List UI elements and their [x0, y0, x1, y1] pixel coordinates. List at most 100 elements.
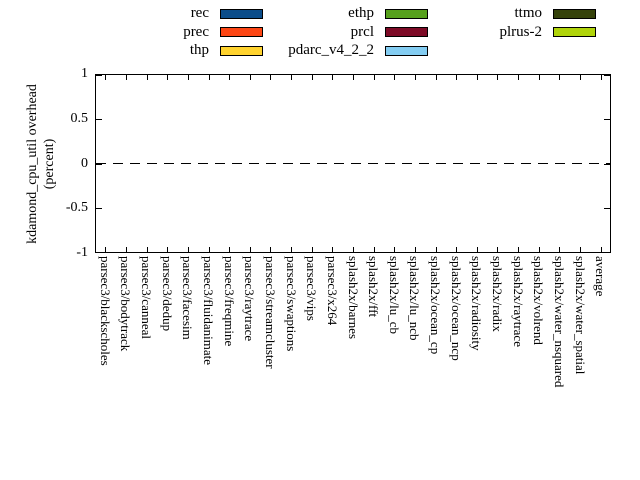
x-tick-mark	[373, 247, 375, 252]
x-tick-mark	[456, 75, 458, 80]
x-tick-mark	[187, 247, 189, 252]
x-tick-mark	[291, 247, 293, 252]
legend-entry-thp: thp	[129, 43, 263, 58]
x-tick-mark	[208, 75, 210, 80]
legend-swatch	[553, 8, 596, 19]
x-tick-mark	[146, 247, 148, 252]
x-tick-mark	[435, 75, 437, 80]
x-category-label: parsec3/canneal	[139, 256, 155, 340]
x-tick-mark	[538, 247, 540, 252]
x-category-label: parsec3/fluidanimate	[201, 256, 217, 366]
x-tick-mark	[249, 247, 251, 252]
x-tick-mark	[414, 75, 416, 80]
x-category-label: splash2x/ocean_ncp	[448, 256, 464, 361]
x-tick-mark	[600, 247, 602, 252]
x-tick-mark	[373, 75, 375, 80]
x-category-label: splash2x/barnes	[345, 256, 361, 340]
x-tick-mark	[518, 247, 520, 252]
x-tick-mark	[538, 75, 540, 80]
x-category-label: parsec3/swaptions	[283, 256, 299, 352]
x-tick-mark	[311, 247, 313, 252]
x-tick-mark	[311, 75, 313, 80]
legend-swatch	[220, 45, 263, 56]
legend-label: pdarc_v4_2_2	[288, 42, 374, 59]
x-category-label: parsec3/bodytrack	[118, 256, 134, 352]
x-category-label: parsec3/x264	[324, 256, 340, 326]
y-tick-label: 0.5	[70, 110, 89, 126]
x-tick-mark	[394, 247, 396, 252]
x-tick-mark	[414, 247, 416, 252]
legend-swatch	[385, 8, 428, 19]
x-tick-mark	[600, 75, 602, 80]
legend-label: prcl	[350, 23, 374, 40]
x-category-label: parsec3/blackscholes	[97, 256, 113, 366]
legend-column-1: rec prec thp	[129, 6, 263, 62]
x-tick-mark	[270, 247, 272, 252]
x-category-label: parsec3/facesim	[180, 256, 196, 340]
x-tick-mark	[270, 75, 272, 80]
x-tick-mark	[125, 75, 127, 80]
legend-label: prec	[183, 23, 209, 40]
legend-swatch	[553, 27, 596, 38]
legend-entry-plrus-2: plrus-2	[462, 24, 596, 40]
y-tick-mark	[96, 163, 102, 165]
legend-entry-ethp: ethp	[198, 6, 428, 21]
legend-entry-prec: prec	[129, 23, 263, 40]
x-category-label: splash2x/raytrace	[510, 256, 526, 347]
y-tick-label: -1	[76, 245, 88, 260]
y-tick-mark	[604, 75, 610, 76]
legend-swatch	[385, 27, 428, 38]
x-tick-mark	[394, 75, 396, 80]
legend-label: thp	[189, 42, 209, 59]
legend-entry-pdarc_v4_2_2: pdarc_v4_2_2	[198, 43, 428, 58]
y-tick-mark	[604, 252, 610, 253]
x-category-label: splash2x/ocean_cp	[428, 256, 444, 355]
x-category-label: average	[593, 256, 609, 297]
x-tick-mark	[208, 247, 210, 252]
y-tick-mark	[604, 208, 610, 210]
y-tick-mark	[96, 118, 102, 120]
y-tick-mark	[96, 75, 102, 76]
x-tick-mark	[146, 75, 148, 80]
y-tick-label: -0.5	[65, 200, 88, 216]
legend-swatch	[220, 27, 263, 38]
y-tick-mark	[604, 163, 610, 165]
y-tick-label: 0	[81, 155, 88, 171]
plot-area	[95, 74, 611, 253]
x-category-label: splash2x/lu_cb	[386, 256, 402, 334]
y-tick-mark	[96, 252, 102, 253]
x-tick-mark	[476, 75, 478, 80]
x-category-label: splash2x/radiosity	[469, 256, 485, 351]
x-category-label: splash2x/volrend	[531, 256, 547, 345]
x-tick-mark	[167, 247, 169, 252]
x-category-label: splash2x/lu_ncb	[407, 256, 423, 341]
x-tick-mark	[435, 247, 437, 252]
y-axis-label-line1: kdamond_cpu_util overhead	[25, 83, 41, 244]
x-category-label: parsec3/vips	[304, 256, 320, 321]
x-tick-mark	[497, 247, 499, 252]
x-tick-mark	[476, 247, 478, 252]
x-tick-mark	[332, 247, 334, 252]
x-tick-mark	[105, 247, 107, 252]
x-tick-mark	[125, 247, 127, 252]
y-tick-label: 1	[81, 66, 88, 81]
x-tick-mark	[456, 247, 458, 252]
x-tick-mark	[229, 247, 231, 252]
zero-baseline	[96, 163, 610, 164]
x-category-label: splash2x/water_nsquared	[551, 256, 567, 388]
x-tick-mark	[580, 247, 582, 252]
legend-column-2: ethp prcl pdarc_v4_2_2	[198, 6, 428, 62]
x-tick-mark	[187, 75, 189, 80]
x-tick-mark	[332, 75, 334, 80]
x-tick-mark	[518, 75, 520, 80]
x-tick-mark	[249, 75, 251, 80]
x-tick-mark	[559, 75, 561, 80]
legend-label: ttmo	[514, 5, 542, 21]
x-tick-mark	[497, 75, 499, 80]
x-category-label: parsec3/dedup	[159, 256, 175, 332]
x-category-label: parsec3/raytrace	[242, 256, 258, 342]
x-tick-mark	[353, 247, 354, 252]
legend-label: ethp	[348, 5, 374, 21]
x-tick-mark	[105, 75, 107, 80]
